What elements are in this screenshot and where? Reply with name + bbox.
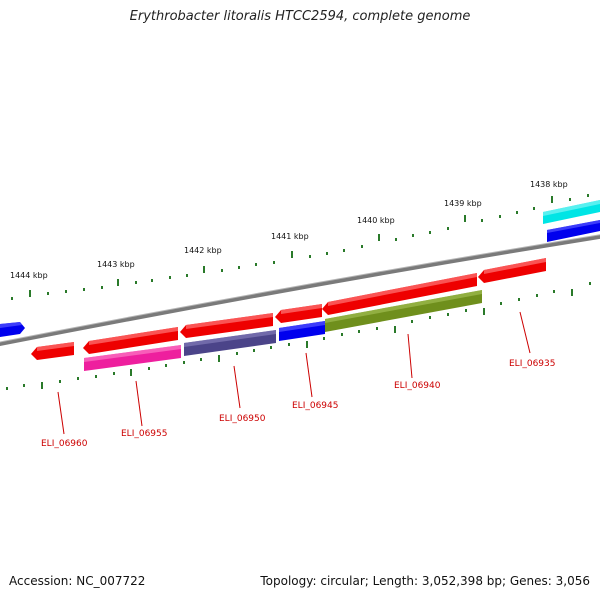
- gene-blue-top[interactable]: [547, 220, 600, 242]
- scale-label-1440: 1440 kbp: [357, 216, 395, 225]
- inner-tick-ring: [6, 282, 591, 390]
- accession-text: Accession: NC_007722: [9, 574, 146, 588]
- gene-label-eli06945: ELI_06945: [292, 401, 339, 411]
- scale-label-1444: 1444 kbp: [10, 271, 48, 280]
- gene-red-6[interactable]: [478, 258, 546, 283]
- map-title: Erythrobacter litoralis HTCC2594, comple…: [129, 9, 471, 24]
- outer-tick-ring: [11, 194, 589, 300]
- scale-label-1438: 1438 kbp: [530, 180, 568, 189]
- gene-label-eli06940: ELI_06940: [394, 381, 441, 391]
- gene-label-eli06955: ELI_06955: [121, 429, 168, 439]
- scale-label-1442: 1442 kbp: [184, 246, 222, 255]
- genome-backbone: [0, 234, 600, 347]
- genome-summary-text: Topology: circular; Length: 3,052,398 bp…: [260, 574, 590, 588]
- gene-cyan-top[interactable]: [543, 200, 600, 224]
- gene-blue-mid[interactable]: [279, 321, 325, 341]
- gene-red-1[interactable]: [31, 342, 74, 360]
- gene-red-3[interactable]: [180, 313, 273, 338]
- scale-label-1441: 1441 kbp: [271, 232, 309, 241]
- gene-label-eli06960: ELI_06960: [41, 439, 88, 449]
- gene-red-2[interactable]: [83, 327, 178, 354]
- gene-label-eli06950: ELI_06950: [219, 414, 266, 424]
- gene-red-4[interactable]: [275, 304, 322, 323]
- scale-label-1439: 1439 kbp: [444, 199, 482, 208]
- gene-label-eli06935: ELI_06935: [509, 359, 556, 369]
- gene-slate[interactable]: [184, 330, 276, 356]
- gene-red-5[interactable]: [322, 273, 477, 315]
- label-leaders: [57, 311, 531, 435]
- scale-label-1443: 1443 kbp: [97, 260, 135, 269]
- gene-olive[interactable]: [325, 290, 482, 332]
- gene-pink[interactable]: [84, 345, 181, 371]
- gene-blue-left[interactable]: [0, 322, 25, 337]
